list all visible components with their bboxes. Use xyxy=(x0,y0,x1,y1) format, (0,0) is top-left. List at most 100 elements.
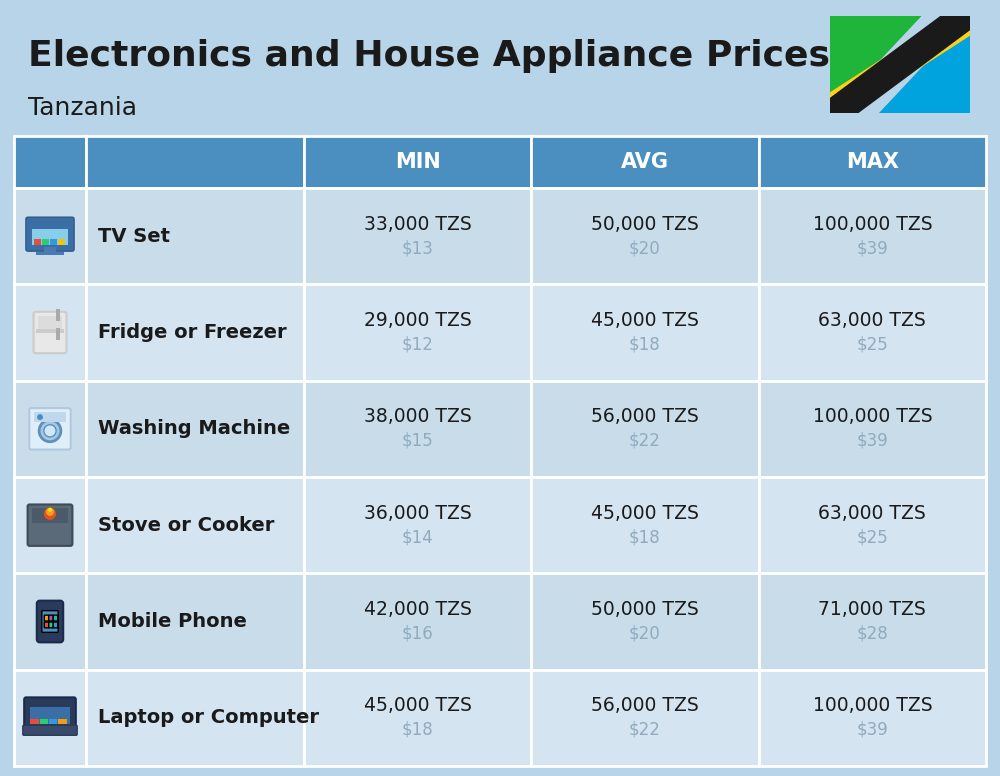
FancyBboxPatch shape xyxy=(29,408,71,449)
Text: 33,000 TZS: 33,000 TZS xyxy=(364,215,472,234)
Text: MIN: MIN xyxy=(395,152,441,172)
FancyBboxPatch shape xyxy=(28,504,72,546)
Polygon shape xyxy=(830,16,970,113)
FancyBboxPatch shape xyxy=(42,611,58,632)
Polygon shape xyxy=(830,16,921,113)
Bar xyxy=(86,284,304,381)
Text: 50,000 TZS: 50,000 TZS xyxy=(591,215,699,234)
Bar xyxy=(759,136,986,188)
Text: 71,000 TZS: 71,000 TZS xyxy=(818,600,926,619)
FancyBboxPatch shape xyxy=(37,601,63,643)
Bar xyxy=(531,284,759,381)
FancyBboxPatch shape xyxy=(24,698,76,730)
Bar xyxy=(36,252,64,255)
Bar xyxy=(44,248,56,253)
Bar xyxy=(304,284,531,381)
Circle shape xyxy=(37,414,43,420)
Bar xyxy=(304,136,531,188)
Text: Laptop or Computer: Laptop or Computer xyxy=(98,708,319,727)
Bar xyxy=(531,573,759,670)
FancyBboxPatch shape xyxy=(23,726,77,736)
FancyBboxPatch shape xyxy=(53,615,58,621)
Circle shape xyxy=(39,420,61,442)
Text: 50,000 TZS: 50,000 TZS xyxy=(591,600,699,619)
Text: $25: $25 xyxy=(856,335,888,354)
Bar xyxy=(38,316,62,331)
Text: $39: $39 xyxy=(856,431,888,450)
Text: 100,000 TZS: 100,000 TZS xyxy=(813,215,932,234)
Circle shape xyxy=(48,508,52,512)
Bar xyxy=(56,327,60,340)
Text: $18: $18 xyxy=(629,335,661,354)
Bar xyxy=(759,670,986,766)
Polygon shape xyxy=(830,16,970,113)
Bar xyxy=(14,477,86,573)
Text: $39: $39 xyxy=(856,239,888,257)
Text: $18: $18 xyxy=(402,721,434,739)
Bar xyxy=(40,719,48,724)
Bar xyxy=(14,284,86,381)
FancyBboxPatch shape xyxy=(26,217,74,251)
Bar xyxy=(34,412,66,422)
Text: Washing Machine: Washing Machine xyxy=(98,419,290,438)
Bar xyxy=(56,309,60,321)
Text: $22: $22 xyxy=(629,431,661,450)
Bar xyxy=(304,381,531,477)
Text: 29,000 TZS: 29,000 TZS xyxy=(364,311,472,330)
Text: 42,000 TZS: 42,000 TZS xyxy=(364,600,472,619)
FancyBboxPatch shape xyxy=(44,622,49,628)
Bar xyxy=(49,719,57,724)
Bar xyxy=(304,188,531,284)
Text: $20: $20 xyxy=(629,239,661,257)
Bar xyxy=(14,188,86,284)
FancyBboxPatch shape xyxy=(44,615,49,621)
FancyBboxPatch shape xyxy=(53,622,58,628)
Text: 56,000 TZS: 56,000 TZS xyxy=(591,407,699,426)
Text: $14: $14 xyxy=(402,528,434,546)
Bar xyxy=(32,508,68,523)
Bar xyxy=(531,136,759,188)
Bar xyxy=(30,708,70,724)
Bar xyxy=(304,573,531,670)
Text: 36,000 TZS: 36,000 TZS xyxy=(364,504,472,523)
Text: AVG: AVG xyxy=(621,152,669,172)
Text: 63,000 TZS: 63,000 TZS xyxy=(818,504,926,523)
Bar xyxy=(86,188,304,284)
Bar xyxy=(531,477,759,573)
Bar xyxy=(759,573,986,670)
Bar xyxy=(58,719,67,724)
Text: $25: $25 xyxy=(856,528,888,546)
Bar xyxy=(14,670,86,766)
Bar xyxy=(32,229,68,245)
Bar xyxy=(86,381,304,477)
Text: Electronics and House Appliance Prices: Electronics and House Appliance Prices xyxy=(28,39,830,73)
Bar xyxy=(42,239,49,245)
Text: 56,000 TZS: 56,000 TZS xyxy=(591,696,699,715)
Bar xyxy=(14,573,86,670)
Bar xyxy=(58,239,65,245)
Text: $15: $15 xyxy=(402,431,434,450)
Text: Fridge or Freezer: Fridge or Freezer xyxy=(98,323,287,342)
Circle shape xyxy=(44,508,56,520)
Text: 38,000 TZS: 38,000 TZS xyxy=(364,407,472,426)
Text: 63,000 TZS: 63,000 TZS xyxy=(818,311,926,330)
Text: $18: $18 xyxy=(629,528,661,546)
Bar xyxy=(34,239,41,245)
Circle shape xyxy=(46,508,54,516)
FancyBboxPatch shape xyxy=(49,615,53,621)
Text: $16: $16 xyxy=(402,625,434,643)
Circle shape xyxy=(44,424,56,437)
Bar xyxy=(36,330,64,334)
Polygon shape xyxy=(879,16,970,113)
Bar xyxy=(86,136,304,188)
Text: $20: $20 xyxy=(629,625,661,643)
Bar xyxy=(86,670,304,766)
Text: $12: $12 xyxy=(402,335,434,354)
Text: Tanzania: Tanzania xyxy=(28,96,137,120)
Text: $22: $22 xyxy=(629,721,661,739)
Bar xyxy=(86,573,304,670)
Text: $13: $13 xyxy=(402,239,434,257)
FancyBboxPatch shape xyxy=(49,622,53,628)
Bar xyxy=(531,381,759,477)
FancyBboxPatch shape xyxy=(34,312,66,353)
